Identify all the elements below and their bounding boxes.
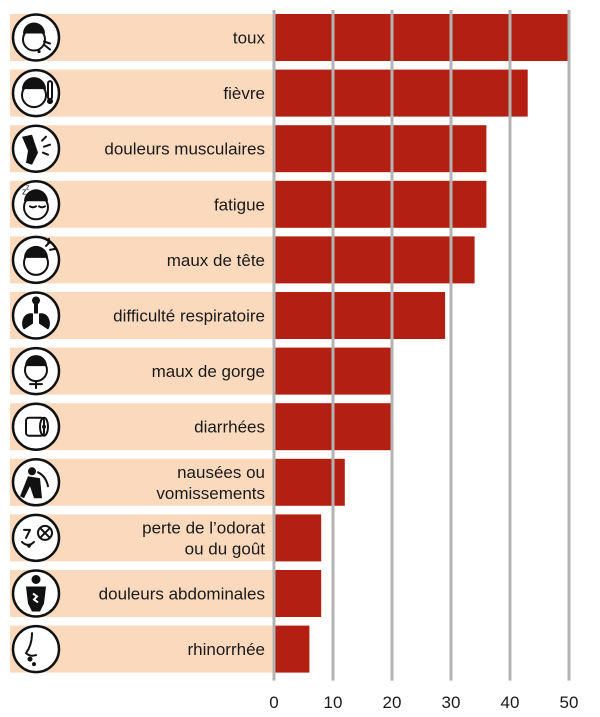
coughing-face-icon (11, 13, 61, 62)
category-label: maux de tête (167, 251, 265, 270)
category-label: fatigue (214, 195, 265, 214)
svg-text:z: z (22, 186, 27, 196)
bar (274, 292, 446, 339)
category-label: fièvre (223, 84, 265, 103)
bar (274, 69, 528, 117)
svg-text:z: z (26, 184, 30, 191)
x-tick-label: 30 (442, 693, 461, 712)
bar (274, 570, 322, 617)
x-tick-label: 40 (501, 693, 520, 712)
fever-thermometer-face-icon (11, 68, 61, 118)
bar (274, 14, 569, 61)
bar (274, 180, 487, 228)
category-label: toux (233, 29, 266, 48)
loss-of-smell-taste-icon (11, 513, 61, 563)
category-label: douleurs abdominales (99, 585, 265, 604)
bar (274, 625, 310, 673)
x-tick-label: 50 (560, 693, 579, 712)
x-tick-label: 0 (269, 693, 278, 712)
bar (274, 236, 475, 284)
x-tick-label: 20 (383, 693, 402, 712)
category-label: nausées ou vomissements (156, 463, 265, 503)
category-label: maux de gorge (152, 362, 265, 381)
bar (274, 514, 322, 562)
runny-nose-icon (11, 624, 61, 674)
x-tick-label: 10 (324, 693, 343, 712)
category-label: douleurs musculaires (104, 140, 265, 159)
headache-face-icon (11, 235, 61, 285)
sore-throat-face-icon (11, 346, 61, 396)
muscle-pain-leg-icon (11, 124, 61, 173)
abdominal-pain-icon (11, 569, 61, 618)
lungs-breathing-icon (11, 291, 61, 340)
toilet-paper-icon (11, 402, 61, 451)
vomiting-person-icon (11, 458, 61, 507)
category-label: difficulté respiratoire (113, 307, 265, 326)
bar (274, 125, 487, 173)
category-label: perte de l’odorat ou du goût (142, 518, 265, 558)
category-label: rhinorrhée (188, 640, 266, 659)
category-label: diarrhées (194, 418, 265, 437)
